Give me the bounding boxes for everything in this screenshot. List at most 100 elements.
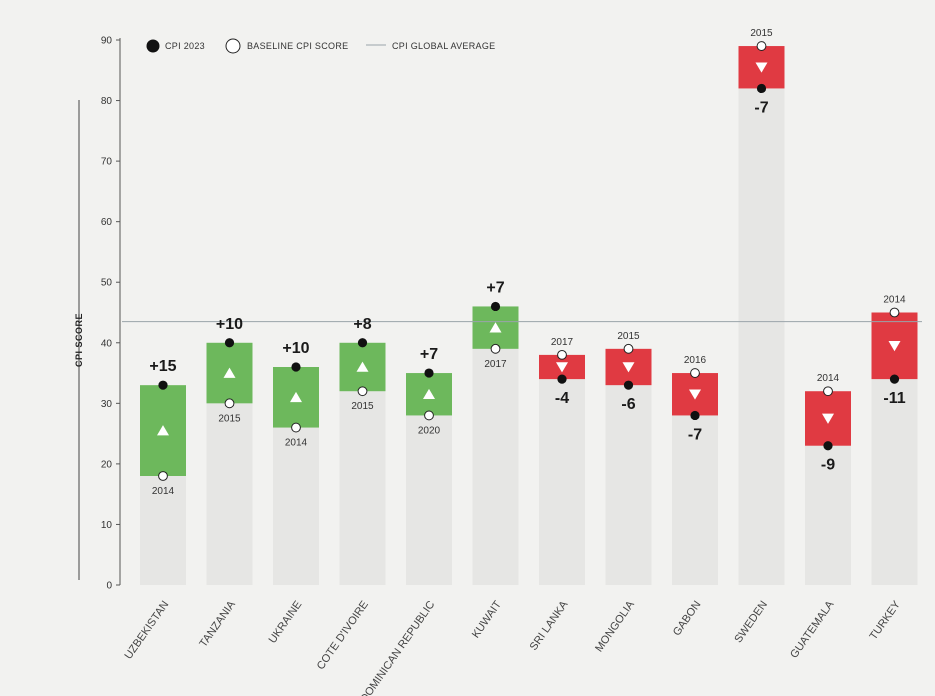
cpi-2023-marker [224,338,235,348]
bar-base [805,445,851,585]
bar-base [273,427,319,585]
arrow-down-icon [822,413,834,424]
y-axis-title: CPI SCORE [74,313,84,367]
change-label: +10 [282,340,309,357]
change-label: -9 [821,457,835,474]
change-label: +7 [420,346,438,363]
y-axis: 0 10 20 30 40 50 60 70 80 90 CPI SCORE [74,36,121,592]
baseline-year-label: 2017 [551,337,574,348]
baseline-marker [756,41,767,51]
baseline-marker [357,386,368,397]
cpi-2023-marker [756,83,767,94]
cpi-2023-marker [823,441,833,451]
arrow-up-icon [356,361,369,372]
category-label: TANZANIA [197,598,238,649]
baseline-year-label: 2015 [750,28,773,39]
y-tick-label: 90 [101,36,113,47]
bar-base [539,379,585,585]
arrow-up-icon [223,367,236,378]
y-tick-label: 60 [101,217,113,228]
baseline-marker [690,368,700,378]
category-label: SWEDEN [732,599,770,645]
baseline-marker [823,386,833,397]
arrow-up-icon [423,388,435,400]
category-label: SRI LANKA [528,598,571,652]
baseline-year-label: 2014 [285,438,308,449]
cpi-2023-marker [424,368,434,378]
baseline-marker [557,349,567,360]
baseline-year-label: 2015 [218,413,241,424]
y-tick-label: 0 [106,581,112,592]
cpi-2023-marker [889,374,900,384]
category-label: GABON [671,599,704,638]
change-label: -4 [555,390,569,407]
y-tick-label: 30 [101,399,113,410]
bar-base [339,391,386,585]
bar-base [472,348,519,585]
y-tick-label: 50 [101,278,113,289]
bar-base [738,88,785,585]
change-label: +15 [149,358,176,375]
category-label: UKRAINE [267,599,305,646]
y-tick-label: 40 [101,338,113,349]
bar-base [605,385,652,585]
category-label: TURKEY [868,598,904,642]
legend-average-label: CPI GLOBAL AVERAGE [392,41,495,51]
cpi-2023-marker [357,338,368,348]
y-tick-label: 10 [101,520,113,531]
baseline-marker [224,398,235,409]
y-tick-label: 80 [101,96,113,107]
baseline-year-label: 2020 [418,425,441,436]
legend-baseline-icon [225,38,241,54]
bar-base [406,415,452,585]
cpi-2023-marker [291,362,301,372]
arrow-down-icon [622,362,635,373]
change-label: -7 [754,99,768,116]
baseline-marker [424,410,434,421]
category-label: DOMINICAN REPUBLIC [358,599,437,696]
baseline-year-label: 2015 [351,401,374,412]
change-label: -6 [621,396,635,413]
cpi-2023-marker [690,410,700,421]
arrow-down-icon [689,389,701,400]
arrow-up-icon [290,391,302,403]
baseline-year-label: 2014 [152,486,175,497]
baseline-year-label: 2017 [484,359,507,370]
cpi-2023-marker [490,301,501,312]
y-tick-label: 70 [101,157,113,168]
legend: CPI 2023 BASELINE CPI SCORE CPI GLOBAL AVE… [146,38,495,54]
legend-cpi-2023-label: CPI 2023 [165,41,205,51]
change-label: -7 [688,426,702,443]
change-label: +8 [353,316,371,333]
baseline-marker [889,307,900,318]
baseline-marker [490,343,501,354]
arrow-up-icon [489,322,502,333]
baseline-year-label: 2014 [883,295,906,306]
legend-baseline-label: BASELINE CPI SCORE [247,41,348,51]
baseline-marker [291,422,301,433]
legend-cpi-2023-icon [146,39,160,53]
baseline-marker [158,471,168,481]
change-label: +10 [216,316,243,333]
bar-base [140,476,186,585]
category-label: MONGOLIA [593,598,637,654]
category-label: UZBEKISTAN [122,599,171,662]
baseline-marker [623,343,634,354]
cpi-2023-marker [623,380,634,390]
change-label: -11 [883,390,905,407]
baseline-year-label: 2016 [684,355,707,366]
change-label: +7 [486,279,504,296]
bars [140,41,918,585]
bar-base [871,379,918,585]
baseline-year-label: 2015 [617,331,640,342]
y-tick-label: 20 [101,459,113,470]
category-label: GUATEMALA [788,598,837,660]
bar-base [672,415,718,585]
arrow-down-icon [556,362,568,373]
arrow-down-icon [755,62,768,73]
category-label: KUWAIT [470,599,504,641]
category-label: COTE D'IVOIRE [315,599,371,672]
arrow-up-icon [157,425,169,436]
baseline-year-label: 2014 [817,373,840,384]
